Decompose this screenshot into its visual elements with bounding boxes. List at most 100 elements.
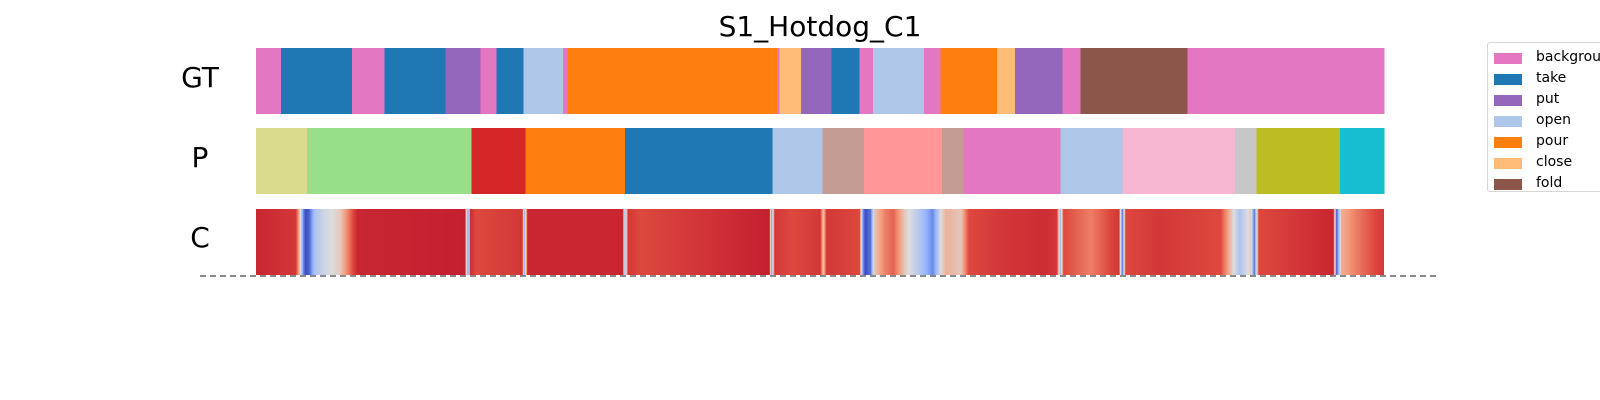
c-confidence-cell [992, 209, 994, 275]
c-confidence-cell [1091, 209, 1093, 275]
c-confidence-cell [755, 209, 757, 275]
c-confidence-cell [1375, 209, 1377, 275]
c-confidence-cell [863, 209, 865, 275]
c-confidence-cell [664, 209, 666, 275]
c-confidence-cell [300, 209, 302, 275]
c-confidence-cell [484, 209, 486, 275]
c-confidence-cell [787, 209, 789, 275]
c-confidence-cell [781, 209, 783, 275]
c-confidence-cell [864, 209, 866, 275]
c-confidence-cell [449, 209, 451, 275]
c-confidence-cell [555, 209, 557, 275]
c-confidence-cell [929, 209, 931, 275]
c-confidence-cell [1133, 209, 1135, 275]
c-confidence-cell [752, 209, 754, 275]
p-segment [963, 128, 1061, 194]
c-confidence-cell [1174, 209, 1176, 275]
c-confidence-cell [1324, 209, 1326, 275]
c-confidence-cell [789, 209, 791, 275]
c-confidence-cell [1114, 209, 1116, 275]
c-confidence-cell [764, 209, 766, 275]
c-confidence-cell [1214, 209, 1216, 275]
c-confidence-cell [1036, 209, 1038, 275]
c-confidence-cell [551, 209, 553, 275]
c-confidence-cell [672, 209, 674, 275]
c-confidence-cell [759, 209, 761, 275]
c-confidence-cell [849, 209, 851, 275]
c-confidence-cell [822, 209, 824, 275]
c-confidence-cell [798, 209, 800, 275]
c-confidence-cell [673, 209, 675, 275]
c-confidence-cell [1049, 209, 1051, 275]
c-confidence-cell [720, 209, 722, 275]
c-confidence-cell [1022, 209, 1024, 275]
c-confidence-cell [986, 209, 988, 275]
c-confidence-cell [743, 209, 745, 275]
c-confidence-cell [1321, 209, 1323, 275]
c-confidence-cell [406, 209, 408, 275]
c-confidence-cell [883, 209, 885, 275]
c-confidence-cell [608, 209, 610, 275]
c-confidence-cell [512, 209, 514, 275]
c-confidence-cell [332, 209, 334, 275]
c-confidence-cell [401, 209, 403, 275]
c-confidence-cell [865, 209, 867, 275]
c-confidence-cell [833, 209, 835, 275]
c-confidence-cell [958, 209, 960, 275]
c-confidence-cell [936, 209, 938, 275]
c-confidence-cell [493, 209, 495, 275]
c-confidence-cell [710, 209, 712, 275]
c-confidence-cell [496, 209, 498, 275]
p-segment [1060, 128, 1123, 194]
c-confidence-cell [886, 209, 888, 275]
c-confidence-cell [666, 209, 668, 275]
c-confidence-cell [427, 209, 429, 275]
c-confidence-cell [482, 209, 484, 275]
c-confidence-cell [1225, 209, 1227, 275]
c-confidence-cell [1124, 209, 1126, 275]
c-confidence-cell [1382, 209, 1384, 275]
c-confidence-cell [852, 209, 854, 275]
c-confidence-cell [486, 209, 488, 275]
c-confidence-cell [675, 209, 677, 275]
c-confidence-cell [510, 209, 512, 275]
c-confidence-cell [747, 209, 749, 275]
c-confidence-cell [519, 209, 521, 275]
c-confidence-cell [1312, 209, 1314, 275]
c-confidence-cell [328, 209, 330, 275]
c-confidence-cell [878, 209, 880, 275]
c-confidence-cell [1295, 209, 1297, 275]
c-confidence-cell [345, 209, 347, 275]
c-confidence-cell [589, 209, 591, 275]
c-confidence-cell [1155, 209, 1157, 275]
c-confidence-cell [367, 209, 369, 275]
c-confidence-cell [1067, 209, 1069, 275]
c-confidence-cell [724, 209, 726, 275]
c-confidence-cell [882, 209, 884, 275]
c-confidence-cell [1203, 209, 1205, 275]
c-confidence-cell [665, 209, 667, 275]
c-confidence-cell [731, 209, 733, 275]
c-confidence-cell [868, 209, 870, 275]
c-confidence-cell [1008, 209, 1010, 275]
c-confidence-cell [889, 209, 891, 275]
c-confidence-cell [681, 209, 683, 275]
c-confidence-cell [800, 209, 802, 275]
c-confidence-cell [1118, 209, 1120, 275]
c-confidence-cell [655, 209, 657, 275]
c-confidence-cell [1168, 209, 1170, 275]
c-confidence-cell [1344, 209, 1346, 275]
c-confidence-cell [1333, 209, 1335, 275]
c-confidence-cell [812, 209, 814, 275]
c-confidence-cell [1368, 209, 1370, 275]
c-confidence-cell [940, 209, 942, 275]
c-confidence-cell [1363, 209, 1365, 275]
c-confidence-cell [1134, 209, 1136, 275]
c-confidence-cell [814, 209, 816, 275]
c-confidence-cell [461, 209, 463, 275]
c-confidence-cell [739, 209, 741, 275]
gt-segment-close [997, 48, 1016, 114]
c-confidence-cell [442, 209, 444, 275]
c-confidence-cell [500, 209, 502, 275]
c-confidence-cell [1332, 209, 1334, 275]
